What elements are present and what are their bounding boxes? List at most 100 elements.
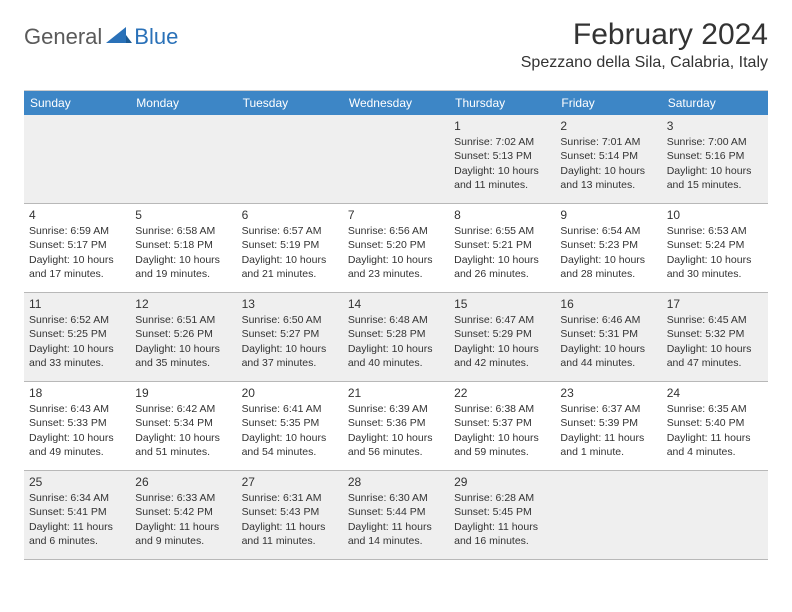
day-cell: 13Sunrise: 6:50 AMSunset: 5:27 PMDayligh… [237, 293, 343, 381]
day-detail-line: Sunrise: 6:38 AM [454, 402, 550, 416]
day-detail-line: Sunrise: 6:37 AM [560, 402, 656, 416]
day-detail-line: Sunrise: 6:54 AM [560, 224, 656, 238]
day-detail-line: Sunrise: 6:43 AM [29, 402, 125, 416]
day-header-row: SundayMondayTuesdayWednesdayThursdayFrid… [24, 91, 768, 115]
day-detail-line: Sunset: 5:41 PM [29, 505, 125, 519]
day-detail-line: Sunset: 5:19 PM [242, 238, 338, 252]
day-header: Monday [130, 91, 236, 115]
day-detail-line: Sunset: 5:26 PM [135, 327, 231, 341]
day-detail-line: Sunset: 5:14 PM [560, 149, 656, 163]
day-cell: 22Sunrise: 6:38 AMSunset: 5:37 PMDayligh… [449, 382, 555, 470]
day-detail-line: Daylight: 10 hours and 47 minutes. [667, 342, 763, 370]
day-detail-line: Sunrise: 6:51 AM [135, 313, 231, 327]
day-header: Sunday [24, 91, 130, 115]
day-number: 12 [135, 296, 231, 312]
day-detail-line: Daylight: 10 hours and 21 minutes. [242, 253, 338, 281]
day-cell: 23Sunrise: 6:37 AMSunset: 5:39 PMDayligh… [555, 382, 661, 470]
day-detail-line: Daylight: 10 hours and 42 minutes. [454, 342, 550, 370]
day-detail-line: Sunset: 5:21 PM [454, 238, 550, 252]
day-cell [237, 115, 343, 203]
day-number: 18 [29, 385, 125, 401]
day-number: 14 [348, 296, 444, 312]
day-detail-line: Daylight: 10 hours and 44 minutes. [560, 342, 656, 370]
day-detail-line: Daylight: 10 hours and 15 minutes. [667, 164, 763, 192]
day-cell: 16Sunrise: 6:46 AMSunset: 5:31 PMDayligh… [555, 293, 661, 381]
day-detail-line: Daylight: 11 hours and 6 minutes. [29, 520, 125, 548]
day-detail-line: Sunrise: 6:35 AM [667, 402, 763, 416]
day-number: 17 [667, 296, 763, 312]
day-detail-line: Daylight: 11 hours and 1 minute. [560, 431, 656, 459]
day-detail-line: Sunset: 5:18 PM [135, 238, 231, 252]
day-detail-line: Sunset: 5:40 PM [667, 416, 763, 430]
day-detail-line: Sunrise: 6:55 AM [454, 224, 550, 238]
day-number: 15 [454, 296, 550, 312]
day-detail-line: Daylight: 10 hours and 40 minutes. [348, 342, 444, 370]
day-number: 7 [348, 207, 444, 223]
day-detail-line: Sunrise: 6:59 AM [29, 224, 125, 238]
week-row: 1Sunrise: 7:02 AMSunset: 5:13 PMDaylight… [24, 115, 768, 204]
weeks-container: 1Sunrise: 7:02 AMSunset: 5:13 PMDaylight… [24, 115, 768, 560]
day-detail-line: Sunrise: 6:56 AM [348, 224, 444, 238]
day-detail-line: Sunset: 5:33 PM [29, 416, 125, 430]
day-detail-line: Daylight: 10 hours and 28 minutes. [560, 253, 656, 281]
day-cell: 5Sunrise: 6:58 AMSunset: 5:18 PMDaylight… [130, 204, 236, 292]
day-detail-line: Sunrise: 6:58 AM [135, 224, 231, 238]
day-number: 20 [242, 385, 338, 401]
day-cell: 6Sunrise: 6:57 AMSunset: 5:19 PMDaylight… [237, 204, 343, 292]
day-detail-line: Daylight: 10 hours and 19 minutes. [135, 253, 231, 281]
day-detail-line: Sunset: 5:42 PM [135, 505, 231, 519]
day-detail-line: Sunset: 5:16 PM [667, 149, 763, 163]
day-cell: 29Sunrise: 6:28 AMSunset: 5:45 PMDayligh… [449, 471, 555, 559]
day-detail-line: Sunrise: 6:33 AM [135, 491, 231, 505]
day-detail-line: Sunset: 5:35 PM [242, 416, 338, 430]
day-number: 5 [135, 207, 231, 223]
day-detail-line: Sunrise: 6:45 AM [667, 313, 763, 327]
day-number: 13 [242, 296, 338, 312]
day-cell: 3Sunrise: 7:00 AMSunset: 5:16 PMDaylight… [662, 115, 768, 203]
day-detail-line: Sunrise: 6:34 AM [29, 491, 125, 505]
day-cell: 12Sunrise: 6:51 AMSunset: 5:26 PMDayligh… [130, 293, 236, 381]
month-title: February 2024 [521, 18, 768, 52]
day-cell: 2Sunrise: 7:01 AMSunset: 5:14 PMDaylight… [555, 115, 661, 203]
week-row: 25Sunrise: 6:34 AMSunset: 5:41 PMDayligh… [24, 471, 768, 560]
day-detail-line: Sunset: 5:27 PM [242, 327, 338, 341]
day-detail-line: Daylight: 10 hours and 23 minutes. [348, 253, 444, 281]
day-cell [130, 115, 236, 203]
day-detail-line: Sunset: 5:37 PM [454, 416, 550, 430]
day-detail-line: Sunrise: 6:46 AM [560, 313, 656, 327]
day-detail-line: Daylight: 10 hours and 13 minutes. [560, 164, 656, 192]
day-cell [662, 471, 768, 559]
day-cell: 25Sunrise: 6:34 AMSunset: 5:41 PMDayligh… [24, 471, 130, 559]
day-cell: 15Sunrise: 6:47 AMSunset: 5:29 PMDayligh… [449, 293, 555, 381]
day-detail-line: Sunset: 5:20 PM [348, 238, 444, 252]
day-detail-line: Daylight: 10 hours and 51 minutes. [135, 431, 231, 459]
week-row: 11Sunrise: 6:52 AMSunset: 5:25 PMDayligh… [24, 293, 768, 382]
day-detail-line: Daylight: 10 hours and 33 minutes. [29, 342, 125, 370]
day-number: 22 [454, 385, 550, 401]
day-detail-line: Daylight: 10 hours and 35 minutes. [135, 342, 231, 370]
day-detail-line: Sunset: 5:23 PM [560, 238, 656, 252]
day-detail-line: Sunset: 5:34 PM [135, 416, 231, 430]
day-detail-line: Daylight: 10 hours and 17 minutes. [29, 253, 125, 281]
day-number: 25 [29, 474, 125, 490]
day-detail-line: Daylight: 10 hours and 30 minutes. [667, 253, 763, 281]
day-detail-line: Sunset: 5:44 PM [348, 505, 444, 519]
day-cell [555, 471, 661, 559]
logo-triangle-icon [106, 25, 132, 50]
day-detail-line: Daylight: 10 hours and 56 minutes. [348, 431, 444, 459]
day-detail-line: Daylight: 10 hours and 11 minutes. [454, 164, 550, 192]
day-number: 1 [454, 118, 550, 134]
day-number: 4 [29, 207, 125, 223]
day-cell: 7Sunrise: 6:56 AMSunset: 5:20 PMDaylight… [343, 204, 449, 292]
day-number: 19 [135, 385, 231, 401]
day-detail-line: Daylight: 10 hours and 59 minutes. [454, 431, 550, 459]
day-detail-line: Sunset: 5:39 PM [560, 416, 656, 430]
day-detail-line: Sunrise: 6:28 AM [454, 491, 550, 505]
logo-text-blue: Blue [134, 24, 178, 50]
day-header: Saturday [662, 91, 768, 115]
day-cell: 4Sunrise: 6:59 AMSunset: 5:17 PMDaylight… [24, 204, 130, 292]
day-cell: 8Sunrise: 6:55 AMSunset: 5:21 PMDaylight… [449, 204, 555, 292]
day-detail-line: Sunrise: 6:57 AM [242, 224, 338, 238]
day-cell: 28Sunrise: 6:30 AMSunset: 5:44 PMDayligh… [343, 471, 449, 559]
day-detail-line: Sunrise: 6:50 AM [242, 313, 338, 327]
